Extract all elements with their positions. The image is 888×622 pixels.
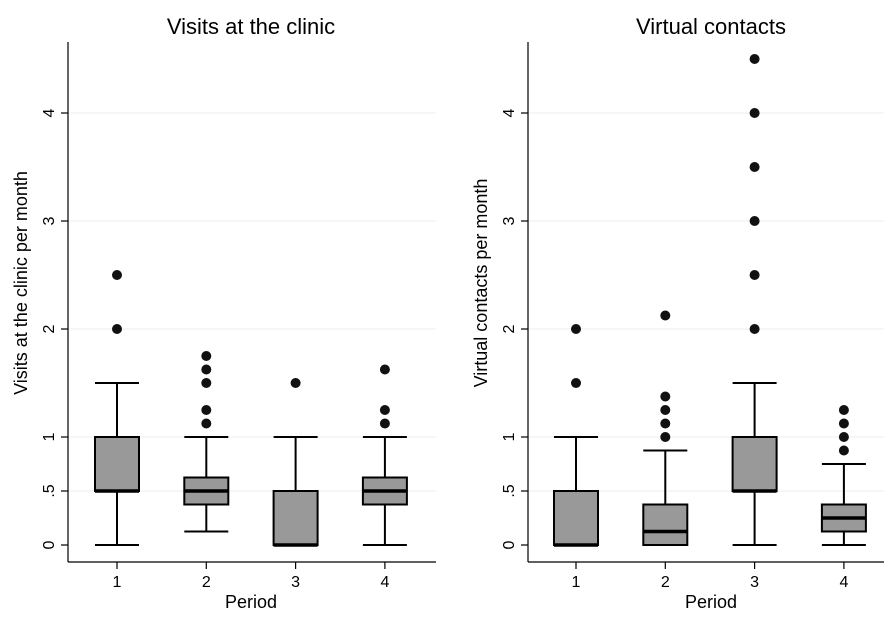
y-tick-label: 4 (41, 108, 58, 117)
panel-visits-at-clinic: Visits at the clinic Period Visits at th… (11, 14, 436, 612)
y-tick-label: 0 (41, 540, 58, 549)
y-tick-label: 2 (501, 324, 518, 333)
outlier-point (749, 108, 760, 118)
outlier-point (838, 432, 849, 442)
y-axis-label: Visits at the clinic per month (11, 171, 31, 395)
y-tick-label: .5 (41, 484, 58, 497)
x-tick-label: 4 (839, 574, 848, 591)
box-period-1 (553, 324, 599, 547)
outlier-point (660, 418, 671, 429)
x-tick-label: 1 (572, 574, 581, 591)
iqr-box (94, 436, 140, 492)
x-tick-label: 2 (202, 574, 211, 591)
box-period-2 (642, 310, 689, 546)
outlier-point (838, 405, 849, 415)
outlier-point (571, 324, 581, 334)
outlier-point (112, 324, 122, 334)
outlier-point (660, 391, 671, 402)
outlier-point (660, 405, 671, 415)
outlier-point (838, 445, 849, 456)
iqr-box (553, 490, 599, 546)
box-period-3 (272, 378, 319, 547)
x-tick-label: 3 (291, 574, 300, 591)
y-tick-label: 1 (501, 432, 518, 441)
y-tick-label: .5 (501, 484, 518, 497)
x-axis-label: Period (685, 592, 737, 612)
x-axis-label: Period (225, 592, 277, 612)
y-tick-label: 0 (501, 540, 518, 549)
iqr-box (272, 490, 319, 546)
outlier-point (749, 324, 760, 334)
outlier-point (838, 418, 849, 429)
outlier-point (201, 418, 212, 429)
x-tick-label: 2 (661, 574, 670, 591)
outlier-point (379, 405, 390, 415)
outlier-point (201, 405, 212, 415)
box-period-4 (361, 364, 408, 546)
y-tick-label: 4 (501, 108, 518, 117)
outlier-point (201, 364, 212, 375)
y-axis-label: Virtual contacts per month (471, 179, 491, 388)
iqr-box (731, 436, 778, 492)
box-period-4 (820, 405, 867, 546)
box-period-1 (94, 270, 140, 546)
y-tick-label: 3 (41, 216, 58, 225)
x-tick-label: 4 (380, 574, 389, 591)
outlier-point (112, 270, 122, 280)
outlier-point (290, 378, 301, 388)
y-tick-label: 1 (41, 432, 58, 441)
outlier-point (749, 270, 760, 280)
iqr-box (642, 503, 689, 546)
outlier-point (201, 378, 212, 388)
outlier-point (660, 432, 671, 442)
y-tick-label: 2 (41, 324, 58, 333)
outlier-point (379, 364, 390, 375)
y-tick-label: 3 (501, 216, 518, 225)
box-period-3 (731, 54, 778, 546)
outlier-point (749, 54, 760, 64)
box-period-2 (183, 351, 230, 533)
outlier-point (749, 162, 760, 172)
outlier-point (201, 351, 212, 361)
outlier-point (379, 418, 390, 429)
panel-virtual-contacts: Virtual contacts Period Virtual contacts… (471, 14, 884, 612)
outlier-point (749, 216, 760, 226)
outlier-point (660, 310, 671, 321)
x-tick-label: 3 (750, 574, 759, 591)
outlier-point (571, 378, 581, 388)
panel-title: Virtual contacts (636, 14, 786, 39)
panel-title: Visits at the clinic (167, 14, 335, 39)
x-tick-label: 1 (113, 574, 122, 591)
